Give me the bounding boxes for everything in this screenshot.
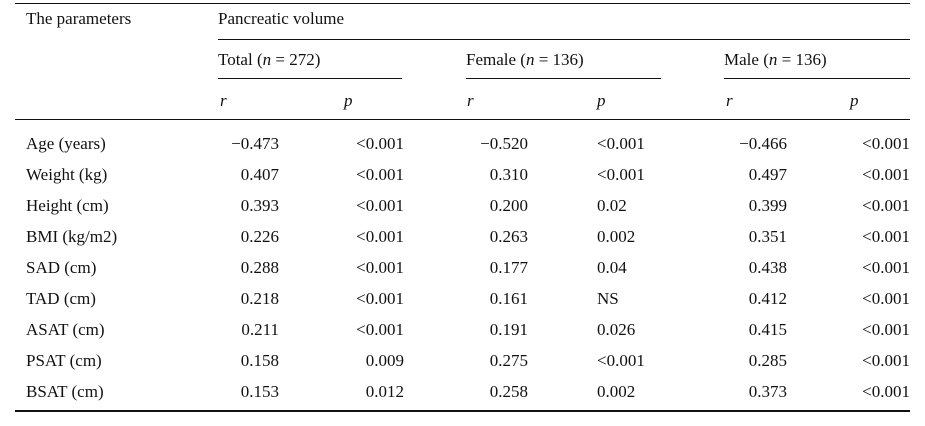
cell-p: 0.002 — [597, 227, 636, 246]
subheader-p-total: p — [344, 91, 353, 110]
row-label: Age (years) — [26, 134, 106, 153]
cell-p: <0.001 — [862, 258, 910, 277]
group-n-prefix: ( — [763, 50, 769, 69]
cell-r: 0.285 — [748, 351, 787, 370]
group-n-prefix: ( — [520, 50, 526, 69]
cell-r: 0.258 — [489, 382, 528, 401]
group-rule-male — [724, 78, 910, 79]
row-label: PSAT (cm) — [26, 351, 102, 370]
cell-r: 0.226 — [240, 227, 279, 246]
subheader-r-male: r — [726, 91, 733, 110]
row-label: ASAT (cm) — [26, 320, 105, 339]
cell-p: 0.04 — [597, 258, 627, 277]
cell-p: <0.001 — [862, 382, 910, 401]
table-bottom-rule — [15, 410, 910, 412]
cell-r: 0.497 — [748, 165, 787, 184]
spanner-header: Pancreatic volume — [218, 9, 345, 28]
cell-p: <0.001 — [356, 289, 404, 308]
cell-r: 0.158 — [240, 351, 279, 370]
cell-r: 0.288 — [240, 258, 279, 277]
subheader-r-total: r — [220, 91, 227, 110]
cell-p: <0.001 — [597, 351, 645, 370]
group-header-male: Male (n = 136) — [724, 50, 827, 70]
group-rule-female — [466, 78, 661, 79]
cell-r: 0.153 — [240, 382, 279, 401]
subheader-p-female: p — [597, 91, 606, 110]
group-n-var: n — [525, 50, 535, 69]
cell-r: 0.407 — [240, 165, 279, 184]
cell-r: 0.399 — [748, 196, 787, 215]
subheader-p-male: p — [850, 91, 859, 110]
cell-r: 0.200 — [489, 196, 528, 215]
stub-header: The parameters — [26, 9, 132, 28]
header-bottom-rule — [15, 119, 910, 120]
cell-p: <0.001 — [356, 134, 404, 153]
row-label: BMI (kg/m2) — [26, 227, 118, 246]
row-label: BSAT (cm) — [26, 382, 104, 401]
cell-p: NS — [597, 289, 619, 308]
group-label: Male — [724, 50, 759, 69]
cell-p: 0.026 — [597, 320, 636, 339]
cell-p: 0.012 — [365, 382, 404, 401]
cell-r: 0.211 — [241, 320, 279, 339]
cell-r: 0.177 — [489, 258, 528, 277]
cell-p: <0.001 — [356, 227, 404, 246]
cell-p: <0.001 — [356, 320, 404, 339]
cell-r: 0.275 — [489, 351, 528, 370]
cell-p: 0.009 — [365, 351, 404, 370]
cell-p: <0.001 — [862, 320, 910, 339]
cell-p: <0.001 — [862, 227, 910, 246]
group-n-value: = 136) — [777, 50, 827, 69]
cell-r: 0.415 — [748, 320, 787, 339]
cell-p: <0.001 — [862, 196, 910, 215]
cell-r: 0.373 — [748, 382, 787, 401]
group-n-var: n — [262, 50, 272, 69]
cell-r: 0.351 — [748, 227, 787, 246]
cell-p: <0.001 — [862, 351, 910, 370]
cell-p: 0.02 — [597, 196, 627, 215]
cell-r: 0.161 — [489, 289, 528, 308]
cell-r: 0.218 — [240, 289, 279, 308]
spanner-rule — [218, 39, 910, 40]
row-label: Height (cm) — [26, 196, 109, 215]
cell-p: 0.002 — [597, 382, 636, 401]
row-label: Weight (kg) — [26, 165, 108, 184]
group-header-female: Female (n = 136) — [466, 50, 584, 70]
table-top-rule — [15, 3, 910, 4]
cell-p: <0.001 — [356, 258, 404, 277]
row-label: SAD (cm) — [26, 258, 97, 277]
cell-r: 0.412 — [748, 289, 787, 308]
group-rule-total — [218, 78, 402, 79]
group-n-value: = 272) — [271, 50, 321, 69]
subheader-r-female: r — [467, 91, 474, 110]
cell-p: <0.001 — [862, 134, 910, 153]
cell-r: −0.466 — [739, 134, 787, 153]
group-n-prefix: ( — [256, 50, 263, 69]
cell-p: <0.001 — [356, 165, 404, 184]
cell-p: <0.001 — [862, 289, 910, 308]
group-label: Female — [466, 50, 517, 69]
cell-p: <0.001 — [862, 165, 910, 184]
cell-r: 0.191 — [489, 320, 528, 339]
group-n-var: n — [768, 50, 778, 69]
cell-r: −0.473 — [231, 134, 279, 153]
group-n-value: = 136) — [534, 50, 584, 69]
cell-r: −0.520 — [480, 134, 528, 153]
cell-r: 0.438 — [748, 258, 787, 277]
cell-p: <0.001 — [356, 196, 404, 215]
cell-p: <0.001 — [597, 134, 645, 153]
cell-r: 0.263 — [489, 227, 528, 246]
group-label: Total — [218, 50, 253, 69]
cell-r: 0.393 — [240, 196, 279, 215]
row-label: TAD (cm) — [26, 289, 96, 308]
group-header-total: Total (n = 272) — [218, 50, 320, 70]
cell-p: <0.001 — [597, 165, 645, 184]
cell-r: 0.310 — [489, 165, 528, 184]
